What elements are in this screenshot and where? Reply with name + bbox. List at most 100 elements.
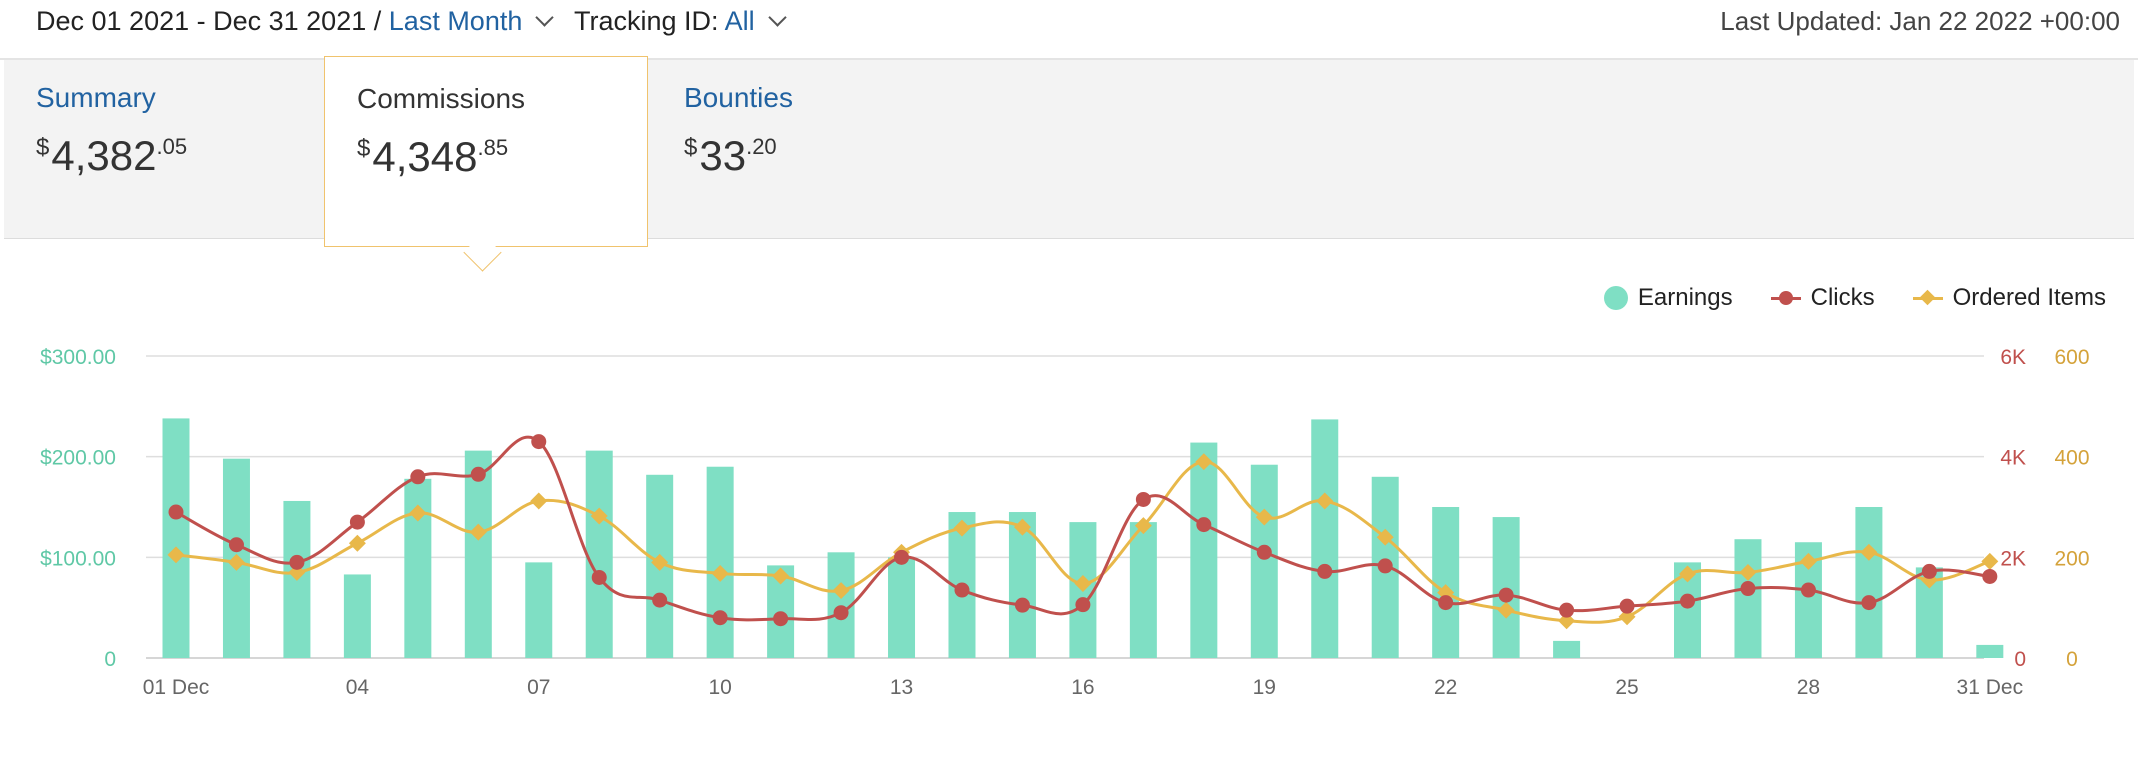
clicks-point <box>712 610 728 626</box>
x-tick-label: 04 <box>346 676 370 699</box>
y-left-tick-label: $200.00 <box>40 447 116 470</box>
earnings-bar <box>888 557 916 658</box>
tab-bounties[interactable]: Bounties $33.20 <box>652 60 972 238</box>
legend-item-ordered-items[interactable]: Ordered Items <box>1912 284 2106 312</box>
last-updated-text: Last Updated: Jan 22 2022 +00:00 <box>1720 6 2120 36</box>
clicks-point <box>168 504 184 520</box>
clicks-point <box>1921 563 1937 579</box>
y-right-clicks-tick-label: 0 <box>2014 648 2026 671</box>
x-tick-label: 07 <box>527 676 550 699</box>
tab-commissions[interactable]: Commissions $4,348.85 <box>324 56 648 272</box>
ordered-items-point <box>530 492 548 510</box>
earnings-bar <box>1734 539 1762 658</box>
y-left-tick-label: 0 <box>104 648 116 671</box>
earnings-bar <box>343 574 371 658</box>
tracking-id-selector[interactable]: Tracking ID: All <box>574 6 796 37</box>
earnings-bar <box>1553 640 1581 658</box>
clicks-point <box>1861 595 1877 611</box>
clicks-point <box>1800 582 1816 598</box>
clicks-point <box>1256 544 1272 560</box>
legend-item-clicks[interactable]: Clicks <box>1770 284 1875 312</box>
x-tick-label: 22 <box>1434 676 1457 699</box>
chevron-down-icon[interactable] <box>535 8 555 27</box>
clicks-point <box>894 549 910 565</box>
tab-bounties-label[interactable]: Bounties <box>684 82 793 113</box>
date-range-separator: / <box>373 6 382 36</box>
y-left-tick-label: $100.00 <box>40 547 116 570</box>
ordered-items-point <box>348 534 366 552</box>
clicks-point <box>652 592 668 608</box>
tab-summary[interactable]: Summary $4,382.05 <box>4 60 324 238</box>
clicks-point <box>1014 597 1030 613</box>
earnings-bar <box>1855 507 1883 658</box>
legend-item-earnings[interactable]: Earnings <box>1603 284 1733 312</box>
clicks-point <box>1559 602 1575 618</box>
earnings-bar <box>1250 464 1278 658</box>
date-range-selector[interactable]: Dec 01 2021 - Dec 31 2021 / Last Month <box>36 6 563 37</box>
tracking-id-label: Tracking ID: <box>574 6 719 36</box>
earnings-bar <box>1492 517 1520 658</box>
ordered-items-point <box>1799 552 1817 570</box>
y-left-tick-label: $300.00 <box>40 346 116 369</box>
clicks-point <box>1438 595 1454 611</box>
ordered-items-point <box>651 553 669 571</box>
earnings-bar <box>706 466 734 658</box>
ordered-items-point <box>590 507 608 525</box>
tab-commissions-label: Commissions <box>357 83 526 114</box>
tab-bounties-amount: $33.20 <box>684 132 777 179</box>
clicks-point <box>591 569 607 585</box>
tab-commissions-amount: $4,348.85 <box>357 133 509 180</box>
x-tick-label: 13 <box>890 676 913 699</box>
date-preset-link[interactable]: Last Month <box>388 6 523 36</box>
clicks-point <box>410 469 426 485</box>
ordered-items-point <box>1074 575 1092 592</box>
legend-clicks-label: Clicks <box>1810 284 1875 311</box>
clicks-point <box>833 605 849 621</box>
legend-earnings-label: Earnings <box>1637 284 1733 311</box>
clicks-point <box>1377 558 1393 574</box>
chevron-down-icon[interactable] <box>767 8 787 27</box>
ordered-items-point <box>227 553 245 571</box>
clicks-point <box>1075 597 1091 613</box>
ordered-items-point <box>772 567 790 585</box>
x-tick-label: 28 <box>1797 676 1820 699</box>
y-right-items-tick-label: 400 <box>2054 447 2089 470</box>
y-right-items-tick-label: 600 <box>2054 346 2089 369</box>
y-right-items-tick-label: 0 <box>2066 648 2078 671</box>
earnings-bar <box>585 450 613 658</box>
tracking-id-value[interactable]: All <box>724 6 755 36</box>
ordered-items-point <box>409 504 427 522</box>
clicks-point <box>1196 517 1212 533</box>
ordered-items-point <box>832 582 850 600</box>
clicks-point <box>1317 563 1333 579</box>
clicks-point <box>470 466 486 482</box>
clicks-point <box>1740 581 1756 597</box>
earnings-chart: Earnings Clicks Ordered Items 0 0 0 $100.00… <box>4 240 2134 756</box>
earnings-swatch-icon <box>1603 286 1628 310</box>
earnings-bar <box>1311 419 1339 658</box>
earnings-bar <box>162 418 190 658</box>
x-tick-label: 01 Dec <box>143 676 210 699</box>
ordered-items-point <box>1860 543 1878 561</box>
tab-summary-label[interactable]: Summary <box>36 82 156 113</box>
earnings-bar <box>525 562 553 658</box>
clicks-point <box>1982 568 1998 584</box>
x-tick-label: 10 <box>708 676 731 699</box>
ordered-items-point <box>1376 528 1394 546</box>
clicks-point <box>349 514 365 530</box>
ordered-items-point <box>953 519 971 537</box>
tab-summary-amount: $4,382.05 <box>36 132 188 179</box>
earnings-bar <box>1129 522 1157 658</box>
earnings-bar <box>1432 507 1460 658</box>
y-right-clicks-tick-label: 2K <box>2000 547 2026 570</box>
y-right-items-tick-label: 200 <box>2054 547 2089 570</box>
y-right-clicks-tick-label: 6K <box>2000 346 2026 369</box>
clicks-point <box>1680 593 1696 609</box>
date-range-text: Dec 01 2021 - Dec 31 2021 <box>36 6 367 36</box>
clicks-point <box>1135 491 1151 507</box>
clicks-point <box>954 582 970 598</box>
filter-bar: Dec 01 2021 - Dec 31 2021 / Last Month T… <box>0 0 2138 60</box>
ordered-items-point <box>1981 552 1999 570</box>
clicks-point <box>773 611 789 627</box>
ordered-items-swatch-icon <box>1912 289 1943 306</box>
